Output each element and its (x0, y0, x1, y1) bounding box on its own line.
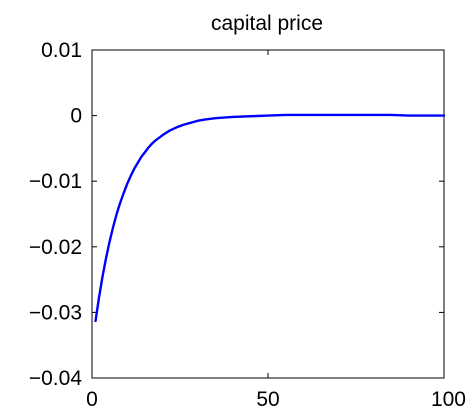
y-tick-label: −0.01 (29, 170, 82, 193)
y-tick-label: 0 (70, 105, 82, 128)
plot-frame (91, 49, 445, 379)
x-tick-label: 100 (431, 388, 466, 411)
y-axis-ticks: 0.01 0 −0.01 −0.02 −0.03 −0.04 (29, 39, 444, 390)
series-line (94, 113, 446, 323)
y-tick-label: −0.04 (29, 367, 82, 390)
y-tick-label: 0.01 (41, 39, 82, 62)
chart-title: capital price (211, 12, 323, 35)
x-tick-label: 50 (256, 388, 279, 411)
x-axis-ticks: 0 50 100 (86, 50, 466, 411)
x-tick-label: 0 (86, 388, 98, 411)
y-tick-label: −0.02 (29, 236, 82, 259)
y-tick-label: −0.03 (29, 301, 82, 324)
